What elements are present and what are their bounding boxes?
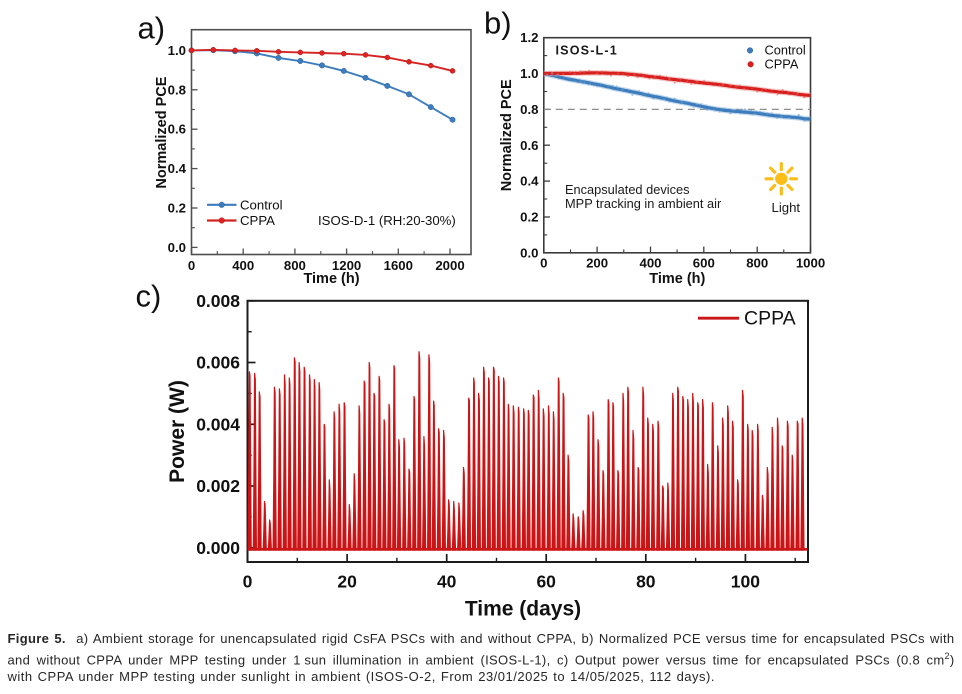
svg-text:0.4: 0.4 xyxy=(168,161,187,176)
svg-text:400: 400 xyxy=(232,258,254,273)
svg-text:Control: Control xyxy=(240,197,283,212)
svg-text:Encapsulated devices: Encapsulated devices xyxy=(565,182,690,197)
svg-text:a): a) xyxy=(138,11,166,46)
svg-text:Power (W): Power (W) xyxy=(166,380,189,483)
svg-text:0.0: 0.0 xyxy=(168,240,186,255)
svg-text:0.002: 0.002 xyxy=(196,476,240,496)
svg-text:1600: 1600 xyxy=(384,258,413,273)
svg-text:0.008: 0.008 xyxy=(196,291,240,311)
svg-text:1000: 1000 xyxy=(796,256,825,271)
svg-text:0: 0 xyxy=(243,572,253,592)
svg-text:CPPA: CPPA xyxy=(744,308,796,330)
svg-text:200: 200 xyxy=(586,256,608,271)
svg-text:20: 20 xyxy=(337,572,357,592)
svg-text:800: 800 xyxy=(284,258,306,273)
svg-text:1.2: 1.2 xyxy=(520,30,538,45)
svg-text:60: 60 xyxy=(536,572,556,592)
svg-text:0.8: 0.8 xyxy=(168,82,186,97)
svg-text:0.8: 0.8 xyxy=(520,102,538,117)
svg-text:CPPA: CPPA xyxy=(240,213,275,228)
svg-text:ISOS-D-1 (RH:20-30%): ISOS-D-1 (RH:20-30%) xyxy=(318,213,456,228)
svg-text:0: 0 xyxy=(540,256,547,271)
svg-text:0.006: 0.006 xyxy=(196,353,240,373)
svg-text:Time (days): Time (days) xyxy=(465,598,581,621)
svg-text:0.4: 0.4 xyxy=(520,174,539,189)
svg-text:1200: 1200 xyxy=(332,258,361,273)
svg-text:1.0: 1.0 xyxy=(168,43,186,58)
svg-text:Normalized PCE: Normalized PCE xyxy=(499,79,515,191)
svg-text:MPP tracking in ambient air: MPP tracking in ambient air xyxy=(565,196,722,211)
svg-text:Control: Control xyxy=(765,42,806,57)
svg-text:0.6: 0.6 xyxy=(520,138,538,153)
svg-text:0.2: 0.2 xyxy=(168,201,186,216)
svg-text:0.6: 0.6 xyxy=(168,122,186,137)
svg-text:0.0: 0.0 xyxy=(520,245,538,260)
svg-text:800: 800 xyxy=(746,256,768,271)
svg-text:1.0: 1.0 xyxy=(520,66,538,81)
svg-text:40: 40 xyxy=(437,572,457,592)
svg-text:Time (h): Time (h) xyxy=(649,271,705,287)
svg-text:2000: 2000 xyxy=(435,258,464,273)
svg-text:400: 400 xyxy=(639,256,661,271)
svg-text:0: 0 xyxy=(188,258,195,273)
svg-text:80: 80 xyxy=(636,572,656,592)
svg-text:b): b) xyxy=(484,6,512,41)
svg-text:600: 600 xyxy=(693,256,715,271)
svg-text:c): c) xyxy=(136,278,162,313)
svg-text:0.004: 0.004 xyxy=(196,414,240,434)
svg-text:ISOS-L-1: ISOS-L-1 xyxy=(556,44,618,58)
svg-text:100: 100 xyxy=(731,572,760,592)
svg-text:Light: Light xyxy=(771,200,800,215)
svg-text:0.000: 0.000 xyxy=(196,538,240,558)
svg-text:Time (h): Time (h) xyxy=(303,271,359,287)
svg-text:0.2: 0.2 xyxy=(520,210,538,225)
svg-text:Normalized PCE: Normalized PCE xyxy=(154,76,170,188)
svg-text:CPPA: CPPA xyxy=(765,56,799,71)
